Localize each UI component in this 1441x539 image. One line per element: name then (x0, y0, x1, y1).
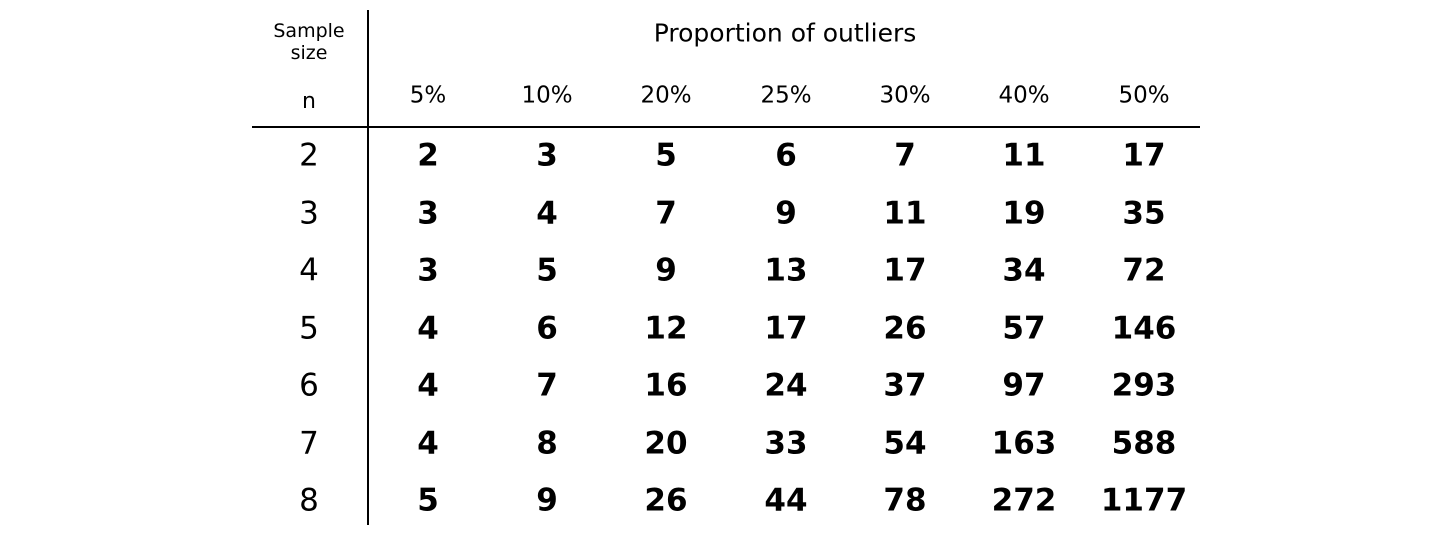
table-cell: 4 (417, 367, 439, 404)
table-cell: 7 (894, 137, 916, 174)
row-label-n: 2 (299, 137, 319, 174)
table-cell: 17 (764, 310, 808, 346)
table-cell: 97 (1002, 367, 1046, 404)
table-cell: 11 (883, 195, 927, 231)
proportion-header: Proportion of outliers (653, 18, 917, 48)
table-cell: 35 (1122, 195, 1166, 231)
table-cell: 3 (417, 195, 439, 231)
table-cell: 78 (883, 482, 927, 519)
table-cell: 33 (764, 425, 808, 461)
column-header: 30% (879, 82, 931, 109)
n-header: n (302, 89, 316, 114)
table-cell: 293 (1111, 367, 1177, 404)
table-cell: 1177 (1100, 482, 1188, 519)
table-cell: 24 (764, 367, 808, 404)
table-cell: 9 (536, 482, 558, 519)
table-cell: 7 (536, 367, 558, 404)
table-cell: 4 (536, 195, 558, 231)
table-cell: 6 (536, 310, 558, 346)
column-header: 25% (760, 82, 812, 109)
table-cell: 34 (1002, 252, 1046, 289)
table-cell: 272 (991, 482, 1057, 519)
header-divider (252, 126, 1200, 128)
table-cell: 5 (655, 137, 677, 174)
table-cell: 6 (775, 137, 797, 174)
column-header: 20% (640, 82, 692, 109)
table-cell: 3 (536, 137, 558, 174)
table-cell: 12 (644, 310, 688, 346)
table-cell: 17 (883, 252, 927, 289)
column-header: 50% (1118, 82, 1170, 109)
table-cell: 588 (1111, 425, 1177, 461)
vertical-divider (367, 10, 369, 525)
table-cell: 37 (883, 367, 927, 404)
table-cell: 4 (417, 310, 439, 346)
table-cell: 3 (417, 252, 439, 289)
table-cell: 11 (1002, 137, 1046, 174)
table-cell: 9 (775, 195, 797, 231)
table-cell: 7 (655, 195, 677, 231)
column-header: 10% (521, 82, 573, 109)
sample-size-header: Sample size (273, 20, 345, 64)
table-cell: 13 (764, 252, 808, 289)
row-label-n: 3 (299, 195, 319, 231)
table-cell: 54 (883, 425, 927, 461)
table-cell: 2 (417, 137, 439, 174)
table-cell: 19 (1002, 195, 1046, 231)
table-cell: 9 (655, 252, 677, 289)
table-cell: 146 (1111, 310, 1177, 346)
table-cell: 5 (417, 482, 439, 519)
column-header: 40% (998, 82, 1050, 109)
row-label-n: 8 (299, 482, 319, 519)
table-cell: 26 (644, 482, 688, 519)
table-cell: 4 (417, 425, 439, 461)
table-cell: 5 (536, 252, 558, 289)
table-cell: 8 (536, 425, 558, 461)
row-label-n: 6 (299, 367, 319, 404)
table-cell: 17 (1122, 137, 1166, 174)
column-header: 5% (409, 82, 447, 109)
table-cell: 26 (883, 310, 927, 346)
table-cell: 163 (991, 425, 1057, 461)
table-cell: 57 (1002, 310, 1046, 346)
row-label-n: 4 (299, 252, 319, 289)
row-label-n: 5 (299, 310, 319, 346)
row-label-n: 7 (299, 425, 319, 461)
table-cell: 16 (644, 367, 688, 404)
table-cell: 20 (644, 425, 688, 461)
table-cell: 44 (764, 482, 808, 519)
table-cell: 72 (1122, 252, 1166, 289)
